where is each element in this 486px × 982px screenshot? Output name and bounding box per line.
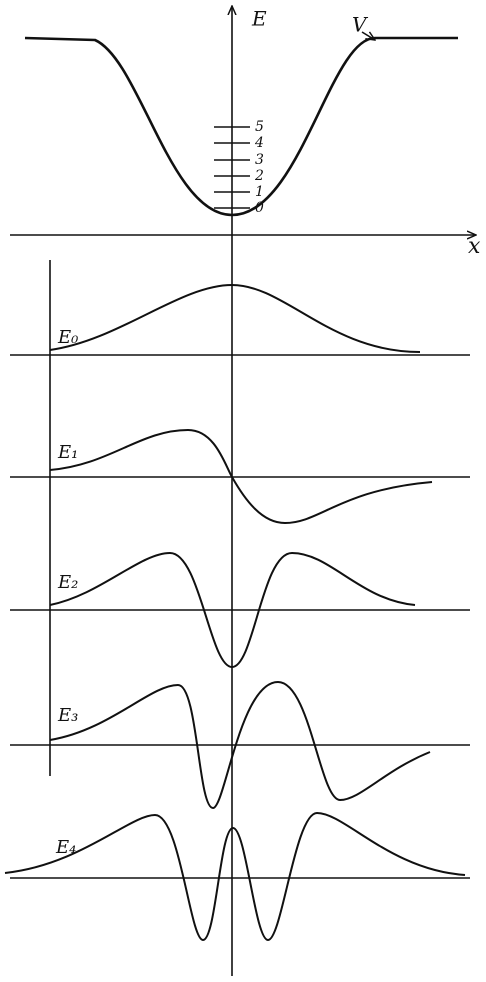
level-label: 4 xyxy=(254,135,264,151)
level-label: 5 xyxy=(255,119,264,135)
energy-levels: 0 1 2 3 4 5 xyxy=(214,119,264,216)
wavefunction xyxy=(4,811,466,942)
level-label: 0 xyxy=(255,200,264,216)
state-label: E₁ xyxy=(57,442,78,463)
potential-curve xyxy=(24,36,458,217)
potential-label: V xyxy=(352,13,369,37)
potential-arrow xyxy=(361,31,375,40)
state-label: E₂ xyxy=(57,572,78,593)
wavefunction xyxy=(49,680,431,810)
state-label: E₀ xyxy=(57,327,78,348)
wavefunction xyxy=(49,283,421,353)
level-label: 1 xyxy=(255,184,264,200)
level-label: 3 xyxy=(255,152,264,168)
wavefunction xyxy=(49,551,416,669)
position-axis-label: x xyxy=(468,234,481,259)
state-label: E₃ xyxy=(57,705,78,726)
energy-axis-label: E xyxy=(251,7,267,31)
state-label: E₄ xyxy=(55,837,76,858)
wavefunction xyxy=(49,428,433,525)
level-label: 2 xyxy=(254,168,264,184)
